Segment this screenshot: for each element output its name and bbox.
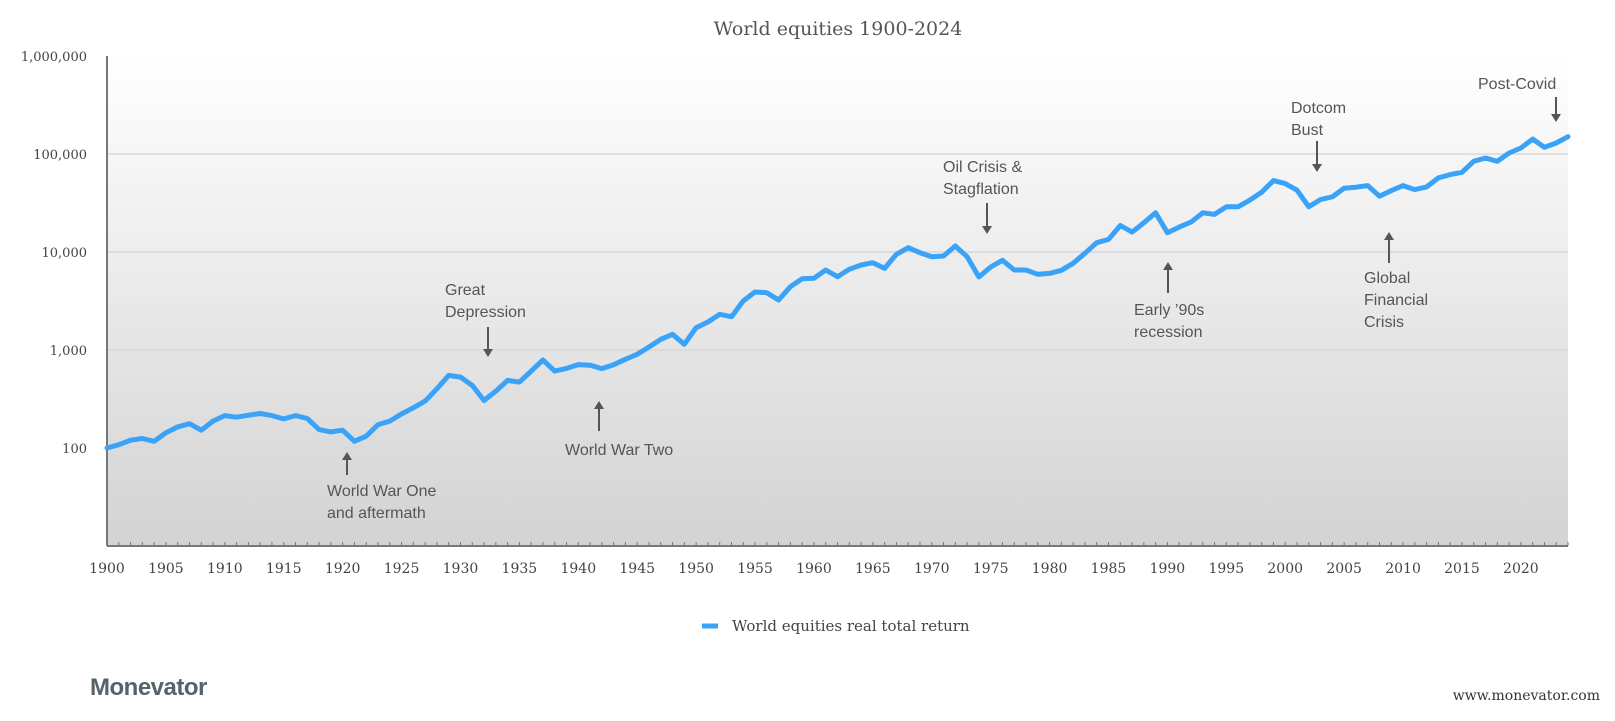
annotation-label: Bust [1291, 122, 1324, 139]
x-tick-label: 1970 [914, 561, 950, 577]
annotation-label: World War One [327, 483, 436, 500]
y-tick-label: 10,000 [42, 246, 88, 261]
annotation-label: recession [1134, 324, 1202, 341]
annotation-label: Great [445, 282, 486, 299]
arrow-up-icon [594, 401, 604, 409]
x-tick-label: 1950 [678, 561, 714, 577]
annotation-label: Depression [445, 304, 526, 321]
x-tick-label: 1935 [502, 561, 538, 577]
arrow-down-icon [982, 226, 992, 234]
annotation-label: Post-Covid [1478, 76, 1556, 93]
x-tick-label: 2000 [1267, 561, 1303, 577]
x-tick-label: 1930 [443, 561, 479, 577]
arrow-down-icon [1551, 114, 1561, 122]
annotation-label: Financial [1364, 292, 1428, 309]
x-tick-label: 1940 [560, 561, 596, 577]
legend-label: World equities real total return [732, 617, 970, 635]
legend: World equities real total return [702, 617, 970, 635]
annotation: World War Two [565, 401, 673, 459]
series-line [104, 134, 1571, 451]
x-tick-label: 1975 [973, 561, 1009, 577]
annotation: Great Depression [445, 282, 526, 357]
x-tick-label: 1995 [1208, 561, 1244, 577]
x-tick-label: 1990 [1150, 561, 1186, 577]
annotation: Post-Covid [1478, 76, 1561, 122]
monevator-logo: Monevator [90, 674, 207, 701]
annotation-label: Stagflation [943, 181, 1019, 198]
y-tick-label: 100 [62, 442, 87, 457]
annotation-label: and aftermath [327, 505, 426, 522]
arrow-up-icon [342, 452, 352, 460]
chart-title: World equities 1900-2024 [714, 18, 963, 40]
arrow-down-icon [483, 349, 493, 357]
annotation-label: Early ’90s [1134, 302, 1204, 319]
y-tick-label: 100,000 [33, 148, 87, 163]
y-tick-label: 1,000,000 [21, 50, 87, 65]
x-tick-label: 1945 [619, 561, 655, 577]
annotation: Oil Crisis & Stagflation [943, 159, 1022, 234]
x-tick-label: 1910 [207, 561, 243, 577]
x-tick-label: 1915 [266, 561, 302, 577]
x-tick-label: 1925 [384, 561, 420, 577]
x-tick-label: 2015 [1444, 561, 1480, 577]
annotation: Global Financial Crisis [1364, 232, 1428, 331]
arrow-up-icon [1384, 232, 1394, 240]
x-tick-label: 1920 [325, 561, 361, 577]
x-tick-label: 1985 [1091, 561, 1127, 577]
x-tick-label: 2020 [1503, 561, 1539, 577]
annotation-label: Global [1364, 270, 1410, 287]
x-tick-label: 1900 [89, 561, 125, 577]
x-tick-label: 1905 [148, 561, 184, 577]
x-tick-label: 1965 [855, 561, 891, 577]
x-tick-label: 1960 [796, 561, 832, 577]
annotation-label: Crisis [1364, 314, 1404, 331]
website-url: www.monevator.com [1453, 688, 1600, 704]
arrow-up-icon [1163, 262, 1173, 270]
plot-area [107, 56, 1568, 546]
annotation-label: Dotcom [1291, 100, 1346, 117]
annotation: Early ’90s recession [1134, 262, 1204, 341]
annotation-label: Oil Crisis & [943, 159, 1022, 176]
annotation: Dotcom Bust [1291, 100, 1346, 172]
annotation: World War One and aftermath [327, 452, 436, 522]
annotation-label: World War Two [565, 442, 673, 459]
x-tick-label: 1955 [737, 561, 773, 577]
x-tick-label: 2010 [1385, 561, 1421, 577]
x-tick-label: 2005 [1326, 561, 1362, 577]
x-tick-label: 1980 [1032, 561, 1068, 577]
y-tick-label: 1,000 [50, 344, 87, 359]
arrow-down-icon [1312, 164, 1322, 172]
